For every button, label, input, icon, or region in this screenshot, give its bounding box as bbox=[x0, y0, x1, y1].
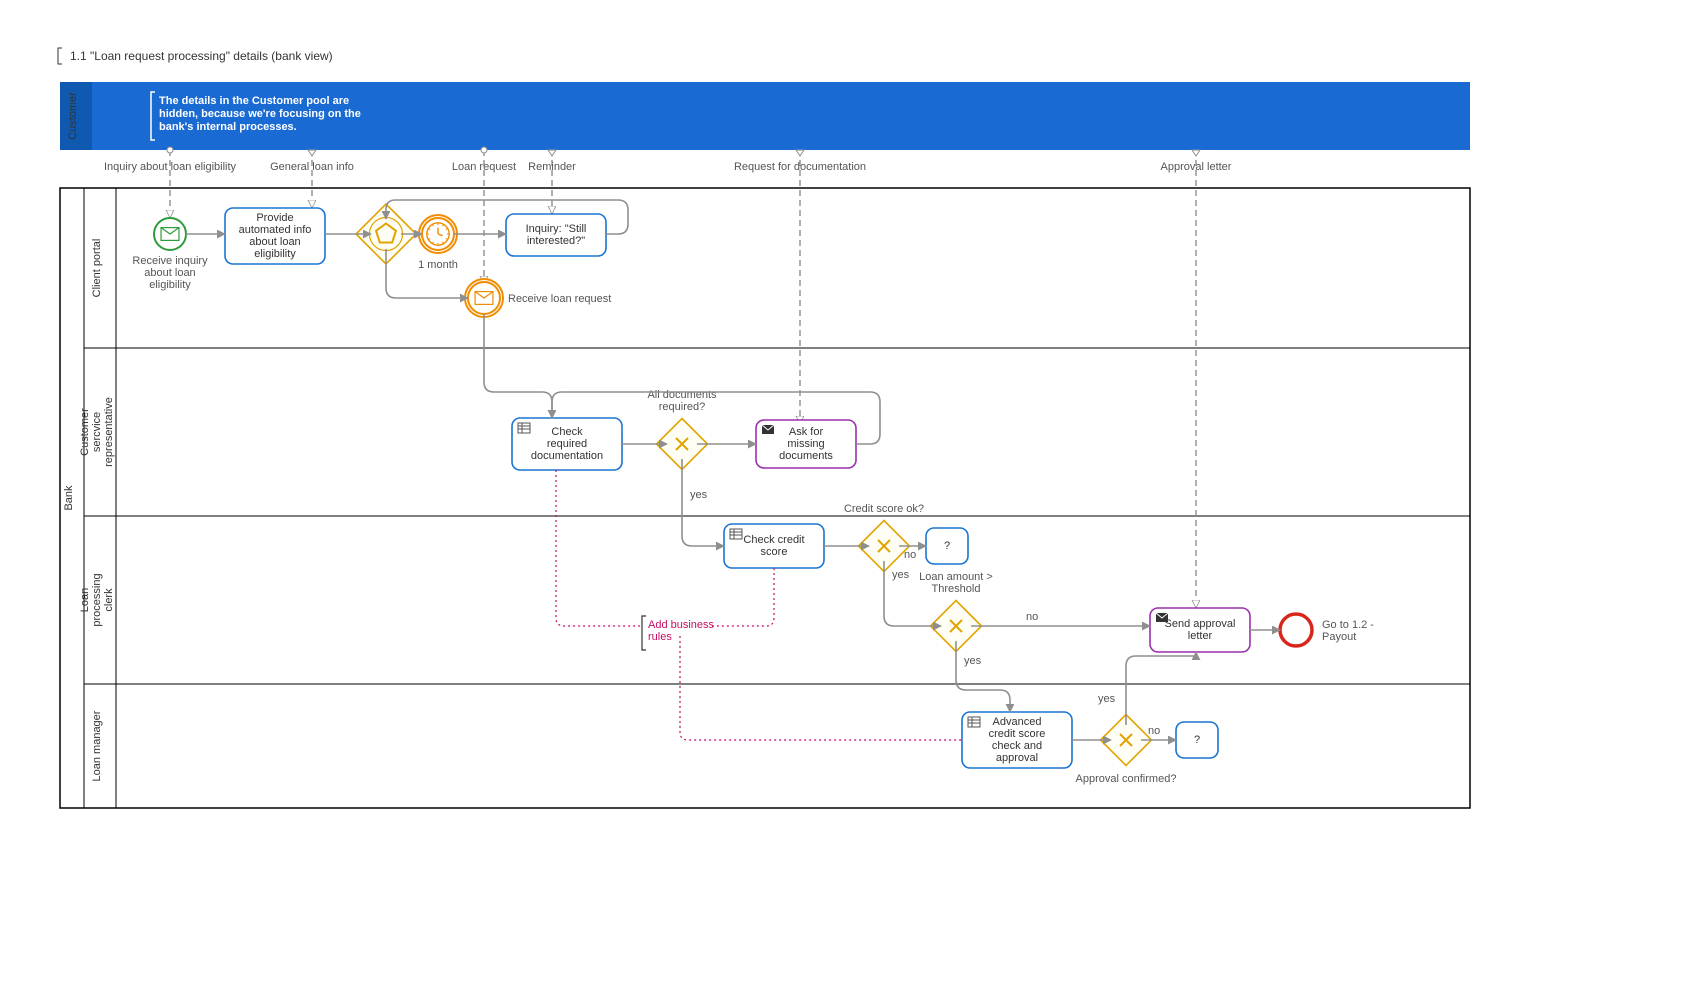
node-task_inquiry: Inquiry: "Stillinterested?" bbox=[506, 214, 606, 256]
svg-text:Receive inquiry: Receive inquiry bbox=[132, 255, 208, 267]
svg-text:score: score bbox=[761, 546, 788, 558]
svg-text:sercvice: sercvice bbox=[91, 412, 103, 452]
svg-text:Check: Check bbox=[551, 426, 583, 438]
association bbox=[556, 470, 642, 626]
node-task_q1: ? bbox=[926, 528, 968, 564]
svg-text:no: no bbox=[1026, 611, 1038, 623]
svg-text:check and: check and bbox=[992, 740, 1042, 752]
svg-text:The details in the Customer po: The details in the Customer pool are bbox=[159, 95, 349, 107]
node-gw_docs: All documentsrequired? bbox=[647, 389, 717, 470]
svg-text:hidden, because we're focusing: hidden, because we're focusing on the bbox=[159, 108, 361, 120]
svg-text:Credit score ok?: Credit score ok? bbox=[844, 503, 924, 515]
svg-text:Payout: Payout bbox=[1322, 631, 1356, 643]
svg-text:required: required bbox=[547, 438, 587, 450]
svg-text:clerk: clerk bbox=[103, 588, 115, 612]
svg-text:Loan manager: Loan manager bbox=[91, 710, 103, 781]
svg-text:Receive loan request: Receive loan request bbox=[508, 293, 611, 305]
svg-text:Add business: Add business bbox=[648, 619, 715, 631]
svg-text:Loan amount >: Loan amount > bbox=[919, 571, 993, 583]
svg-text:eligibility: eligibility bbox=[149, 279, 191, 291]
association bbox=[712, 568, 774, 626]
svg-text:Approval letter: Approval letter bbox=[1161, 161, 1232, 173]
svg-text:Inquiry about loan eligibility: Inquiry about loan eligibility bbox=[104, 161, 237, 173]
svg-text:1 month: 1 month bbox=[418, 259, 458, 271]
svg-text:credit score: credit score bbox=[989, 728, 1046, 740]
edge bbox=[956, 641, 1010, 712]
svg-text:no: no bbox=[904, 549, 916, 561]
svg-text:Loan: Loan bbox=[79, 588, 91, 612]
svg-text:Check credit: Check credit bbox=[743, 534, 804, 546]
edge bbox=[386, 249, 468, 298]
svg-text:Approval confirmed?: Approval confirmed? bbox=[1076, 773, 1177, 785]
svg-text:Bank: Bank bbox=[63, 485, 75, 511]
node-gw_amount: Loan amount >Threshold bbox=[919, 571, 993, 652]
svg-text:Customer: Customer bbox=[79, 408, 91, 456]
svg-text:Threshold: Threshold bbox=[932, 583, 981, 595]
svg-text:yes: yes bbox=[690, 489, 708, 501]
svg-text:rules: rules bbox=[648, 631, 672, 643]
svg-text:interested?": interested?" bbox=[527, 235, 585, 247]
bpmn-diagram: 1.1 "Loan request processing" details (b… bbox=[0, 0, 1689, 982]
svg-text:yes: yes bbox=[892, 569, 910, 581]
svg-text:Send approval: Send approval bbox=[1165, 618, 1236, 630]
svg-text:representative: representative bbox=[103, 397, 115, 467]
node-gw_confirm: Approval confirmed? bbox=[1076, 715, 1177, 786]
svg-text:Request for documentation: Request for documentation bbox=[734, 161, 866, 173]
svg-text:about loan: about loan bbox=[249, 236, 300, 248]
svg-text:Loan request: Loan request bbox=[452, 161, 516, 173]
svg-text:Provide: Provide bbox=[256, 212, 293, 224]
svg-text:yes: yes bbox=[1098, 693, 1116, 705]
svg-text:missing: missing bbox=[787, 438, 824, 450]
svg-text:Ask for: Ask for bbox=[789, 426, 824, 438]
svg-text:1.1 "Loan request processing": 1.1 "Loan request processing" details (b… bbox=[70, 49, 333, 63]
svg-text:Client portal: Client portal bbox=[91, 239, 103, 298]
svg-text:documentation: documentation bbox=[531, 450, 603, 462]
association bbox=[680, 636, 962, 740]
edge bbox=[1126, 652, 1196, 725]
svg-text:approval: approval bbox=[996, 752, 1038, 764]
node-task_q2: ? bbox=[1176, 722, 1218, 758]
svg-text:bank's internal processes.: bank's internal processes. bbox=[159, 121, 297, 133]
svg-text:processing: processing bbox=[91, 573, 103, 626]
svg-text:automated info: automated info bbox=[239, 224, 312, 236]
node-task_info: Provideautomated infoabout loaneligibili… bbox=[225, 208, 325, 264]
svg-text:Go to 1.2 -: Go to 1.2 - bbox=[1322, 619, 1374, 631]
svg-text:Advanced: Advanced bbox=[993, 716, 1042, 728]
svg-text:General loan info: General loan info bbox=[270, 161, 354, 173]
svg-text:eligibility: eligibility bbox=[254, 248, 296, 260]
svg-text:letter: letter bbox=[1188, 630, 1213, 642]
edge bbox=[682, 459, 724, 546]
svg-text:?: ? bbox=[944, 540, 950, 552]
svg-text:All documents: All documents bbox=[647, 389, 717, 401]
svg-text:documents: documents bbox=[779, 450, 833, 462]
svg-text:no: no bbox=[1148, 725, 1160, 737]
svg-text:yes: yes bbox=[964, 655, 982, 667]
svg-text:Reminder: Reminder bbox=[528, 161, 576, 173]
edge bbox=[484, 314, 552, 418]
svg-text:about loan: about loan bbox=[144, 267, 195, 279]
svg-text:Inquiry: "Still: Inquiry: "Still bbox=[526, 223, 587, 235]
svg-text:Customer: Customer bbox=[67, 92, 79, 140]
svg-text:required?: required? bbox=[659, 401, 705, 413]
node-end_link: Go to 1.2 -Payout bbox=[1280, 614, 1374, 646]
svg-text:?: ? bbox=[1194, 734, 1200, 746]
